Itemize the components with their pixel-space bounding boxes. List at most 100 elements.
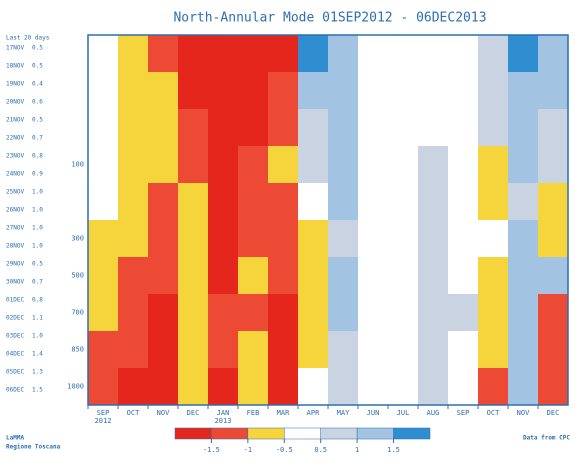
heat-cell xyxy=(478,72,509,110)
heat-cell xyxy=(508,257,539,295)
heat-cell xyxy=(268,368,299,406)
recent-date: 21NOV xyxy=(6,117,24,124)
heat-cell xyxy=(118,146,149,184)
heat-cell xyxy=(88,294,119,332)
heat-cell xyxy=(448,35,479,73)
recent-date: 25NOV xyxy=(6,189,24,196)
heat-cell xyxy=(418,220,449,258)
recent-date: 24NOV xyxy=(6,171,24,178)
x-tick-label: APR xyxy=(307,409,320,417)
heat-cell xyxy=(118,35,149,73)
heat-cell xyxy=(508,294,539,332)
heat-cell xyxy=(358,220,389,258)
heat-cell xyxy=(88,35,119,73)
chart-title: North-Annular Mode 01SEP2012 - 06DEC2013 xyxy=(173,11,486,26)
recent-value: 0.9 xyxy=(32,171,43,178)
colorbar-label: 1 xyxy=(355,446,359,454)
x-tick-label: SEP xyxy=(457,409,470,417)
heat-cell xyxy=(238,183,269,221)
heat-cell xyxy=(118,331,149,369)
recent-date: 26NOV xyxy=(6,207,24,214)
x-tick-label: AUG xyxy=(427,409,440,417)
heat-cell xyxy=(538,146,569,184)
heat-cell xyxy=(358,183,389,221)
recent-value: 0.5 xyxy=(32,63,43,70)
heat-cell xyxy=(478,146,509,184)
x-tick-sublabel: 2013 xyxy=(215,417,232,425)
heat-cell xyxy=(268,35,299,73)
heat-cell xyxy=(148,257,179,295)
heat-cell xyxy=(418,183,449,221)
heat-cell xyxy=(328,109,359,147)
heat-cell xyxy=(448,368,479,406)
colorbar-swatch xyxy=(357,428,393,439)
heat-cell xyxy=(328,257,359,295)
colorbar-swatch xyxy=(175,428,211,439)
heat-cell xyxy=(508,146,539,184)
heat-cell xyxy=(358,257,389,295)
heat-cell xyxy=(418,368,449,406)
heat-cell xyxy=(538,294,569,332)
recent-date: 17NOV xyxy=(6,45,24,52)
heat-cell xyxy=(298,368,329,406)
x-tick-label: OCT xyxy=(127,409,140,417)
heat-cell xyxy=(238,35,269,73)
heat-cell xyxy=(118,368,149,406)
recent-value: 0.7 xyxy=(32,279,43,286)
heat-cell xyxy=(358,109,389,147)
heat-cell xyxy=(328,72,359,110)
heat-cell xyxy=(508,35,539,73)
heat-cell xyxy=(178,72,209,110)
heat-cell xyxy=(178,257,209,295)
heat-cell xyxy=(208,146,239,184)
heat-cell xyxy=(538,368,569,406)
heat-cell xyxy=(538,183,569,221)
heat-cell xyxy=(418,331,449,369)
heat-cell xyxy=(178,368,209,406)
heat-cell xyxy=(268,331,299,369)
heat-cell xyxy=(418,35,449,73)
recent-date: 04DEC xyxy=(6,351,24,358)
heat-cell xyxy=(238,294,269,332)
recent-date: 06DEC xyxy=(6,387,24,394)
heat-cell xyxy=(298,294,329,332)
x-tick-label: FEB xyxy=(247,409,260,417)
heat-cell xyxy=(418,72,449,110)
heat-cell xyxy=(478,331,509,369)
heat-cell xyxy=(238,368,269,406)
x-tick-label: DEC xyxy=(547,409,560,417)
heat-cell xyxy=(388,146,419,184)
heat-cell xyxy=(88,257,119,295)
x-tick-label: JUL xyxy=(397,409,410,417)
footer-right: Data from CPC xyxy=(523,435,570,442)
heat-cell xyxy=(388,183,419,221)
heat-cell xyxy=(538,35,569,73)
heat-cell xyxy=(448,331,479,369)
heat-cell xyxy=(478,294,509,332)
heat-cell xyxy=(328,331,359,369)
heat-cell xyxy=(358,72,389,110)
heat-cell xyxy=(538,257,569,295)
recent-value: 0.8 xyxy=(32,153,43,160)
heat-cell xyxy=(208,72,239,110)
heat-cell xyxy=(148,294,179,332)
heat-cell xyxy=(118,109,149,147)
heat-cell xyxy=(298,35,329,73)
heat-cell xyxy=(328,183,359,221)
heat-cell xyxy=(448,183,479,221)
x-tick-label: DEC xyxy=(187,409,200,417)
heat-cell xyxy=(478,183,509,221)
heat-cell xyxy=(148,109,179,147)
heat-cell xyxy=(328,35,359,73)
heat-cell xyxy=(238,331,269,369)
heat-cell xyxy=(448,146,479,184)
heat-cell xyxy=(298,109,329,147)
heat-cell xyxy=(178,109,209,147)
colorbar-label: 0.5 xyxy=(314,446,327,454)
heat-cell xyxy=(148,183,179,221)
recent-title: Last 20 days xyxy=(6,35,50,42)
recent-date: 19NOV xyxy=(6,81,24,88)
heat-cell xyxy=(268,146,299,184)
y-tick-label: 850 xyxy=(71,346,84,354)
footer-left: LaMMA xyxy=(6,435,24,442)
